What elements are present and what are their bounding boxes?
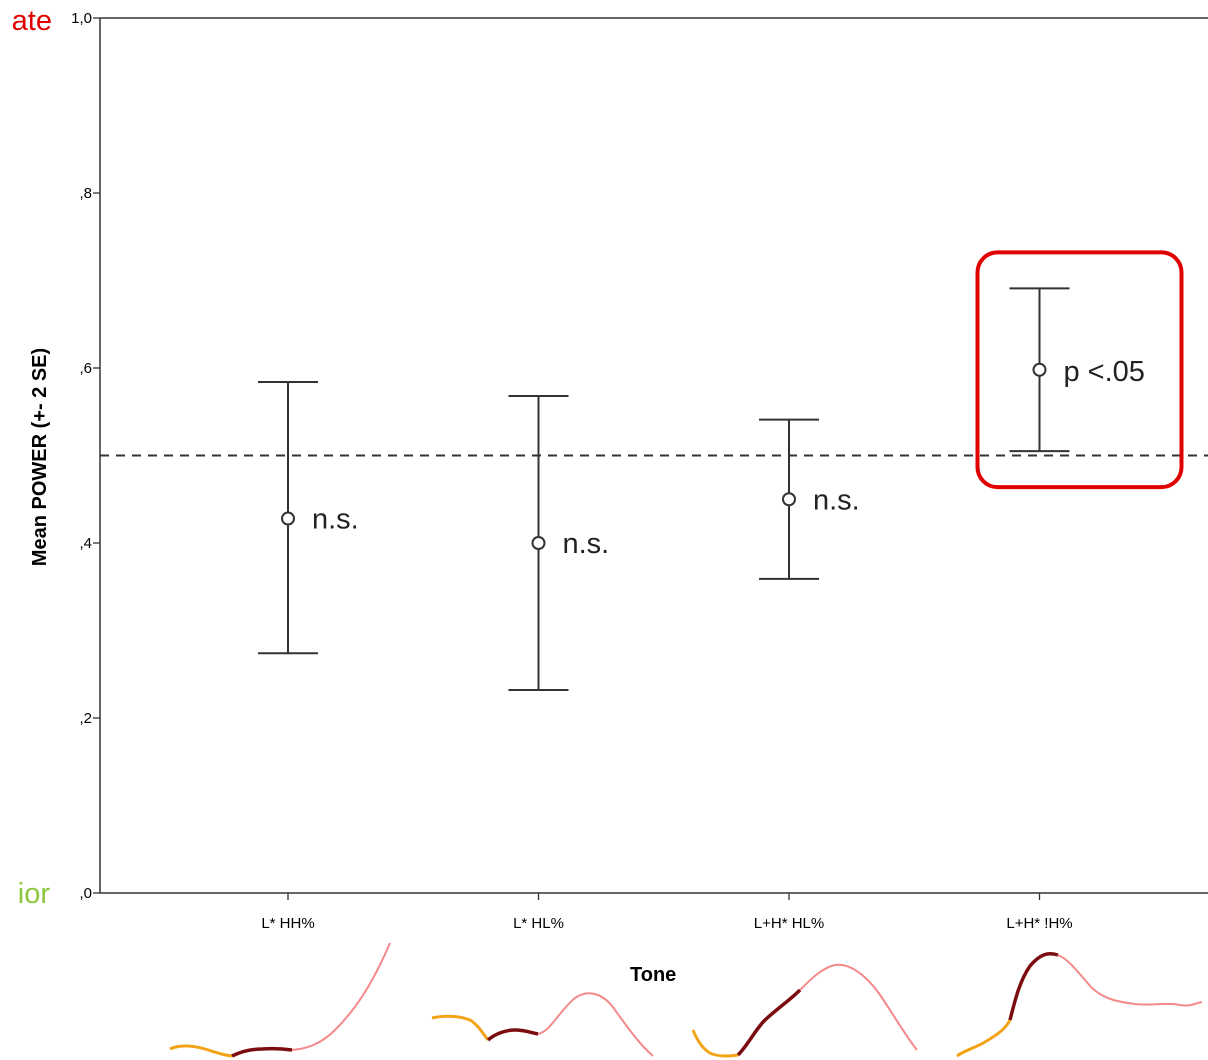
contour-lh-dh-pre	[956, 1019, 1012, 1058]
significance-annotation: n.s.	[563, 528, 610, 560]
x-tick-label: L+H* !H%	[1006, 915, 1072, 932]
highlight-box	[975, 250, 1184, 490]
pitch-contour-thumbnails	[169, 942, 1203, 1058]
x-tick-label: L* HL%	[513, 915, 564, 932]
significance-annotation: p <.05	[1064, 356, 1145, 388]
contour-l-hl-pre	[431, 1014, 490, 1041]
mean-point	[782, 492, 796, 507]
x-tick-label: L+H* HL%	[754, 915, 824, 932]
mean-point	[281, 511, 295, 526]
side-label-bottom: ior	[18, 878, 51, 910]
mean-point	[1032, 362, 1047, 377]
contour-l-hh-post	[291, 942, 391, 1051]
y-tick-label: ,2	[79, 710, 92, 727]
contour-lh-hl	[691, 963, 918, 1058]
y-tick-label: ,6	[79, 360, 92, 377]
y-tick-label: ,0	[79, 885, 92, 902]
contour-lh-dh-post	[1057, 954, 1203, 1007]
contour-l-hl-accent	[486, 1028, 539, 1042]
contour-lh-hl-post	[799, 963, 918, 1051]
y-tick-label: ,8	[79, 185, 92, 202]
contour-l-hh-accent	[231, 1046, 293, 1058]
contour-l-hh-pre	[169, 1044, 233, 1058]
y-axis-title: Mean POWER (+- 2 SE)	[29, 348, 51, 566]
significance-annotation: n.s.	[813, 484, 860, 516]
contour-l-hl-post	[537, 992, 654, 1057]
contour-l-hl	[431, 992, 654, 1057]
y-tick-label: ,4	[79, 535, 92, 552]
contour-l-hh	[169, 942, 391, 1058]
contour-lh-hl-pre	[691, 1029, 739, 1058]
mean-point	[531, 536, 546, 550]
significance-annotation: n.s.	[312, 504, 359, 536]
x-axis-title-cover	[692, 955, 752, 995]
y-tick-label: 1,0	[71, 10, 92, 27]
contour-lh-hl-accent	[736, 988, 802, 1057]
x-axis-title: Tone	[630, 964, 676, 986]
side-label-top: ate	[12, 5, 52, 37]
contour-lh-dh-accent	[1008, 952, 1059, 1021]
plot-area: ,0 ,2 ,4 ,6 ,8 1,0 L* HH% n.s. L* HL% n.s. L+H* HL…	[71, 10, 1208, 932]
contour-lh-dh	[956, 952, 1203, 1058]
x-tick-label: L* HH%	[261, 915, 314, 932]
